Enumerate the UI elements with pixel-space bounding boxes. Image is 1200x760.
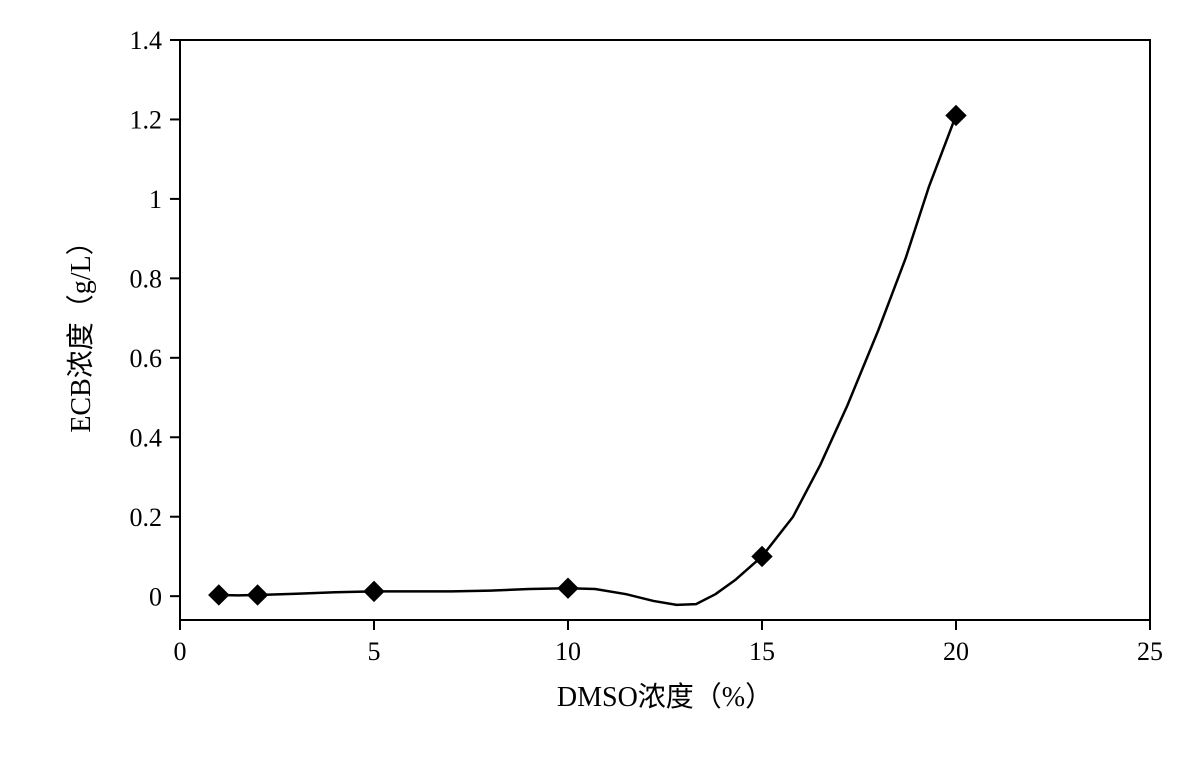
x-tick-label: 0 (174, 637, 187, 666)
data-line (219, 115, 956, 604)
y-tick-label: 0 (149, 582, 162, 611)
y-axis-label: ECB浓度（g/L） (65, 227, 97, 432)
data-marker (248, 585, 268, 605)
y-tick-label: 0.4 (130, 423, 163, 452)
y-tick-label: 1.4 (130, 26, 163, 55)
x-tick-label: 15 (749, 637, 775, 666)
x-tick-label: 10 (555, 637, 581, 666)
y-tick-label: 0.6 (130, 344, 163, 373)
data-marker (209, 585, 229, 605)
data-marker (364, 581, 384, 601)
plot-border (180, 40, 1150, 620)
y-tick-label: 0.8 (130, 264, 163, 293)
chart-container: 0 5 10 15 20 25 0 0.2 0.4 0.6 0.8 1 1.2 1.4 DMSO浓度（%） E… (0, 0, 1200, 760)
chart-svg: 0 5 10 15 20 25 0 0.2 0.4 0.6 0.8 1 1.2 1.4 DMSO浓度（%） E… (0, 0, 1200, 760)
y-tick-label: 1 (149, 185, 162, 214)
x-axis-label: DMSO浓度（%） (557, 681, 773, 713)
x-tick-label: 25 (1137, 637, 1163, 666)
y-tick-label: 1.2 (130, 106, 163, 135)
x-tick-label: 5 (368, 637, 381, 666)
y-tick-label: 0.2 (130, 503, 163, 532)
x-tick-label: 20 (943, 637, 969, 666)
data-marker (946, 105, 966, 125)
data-marker (558, 578, 578, 598)
